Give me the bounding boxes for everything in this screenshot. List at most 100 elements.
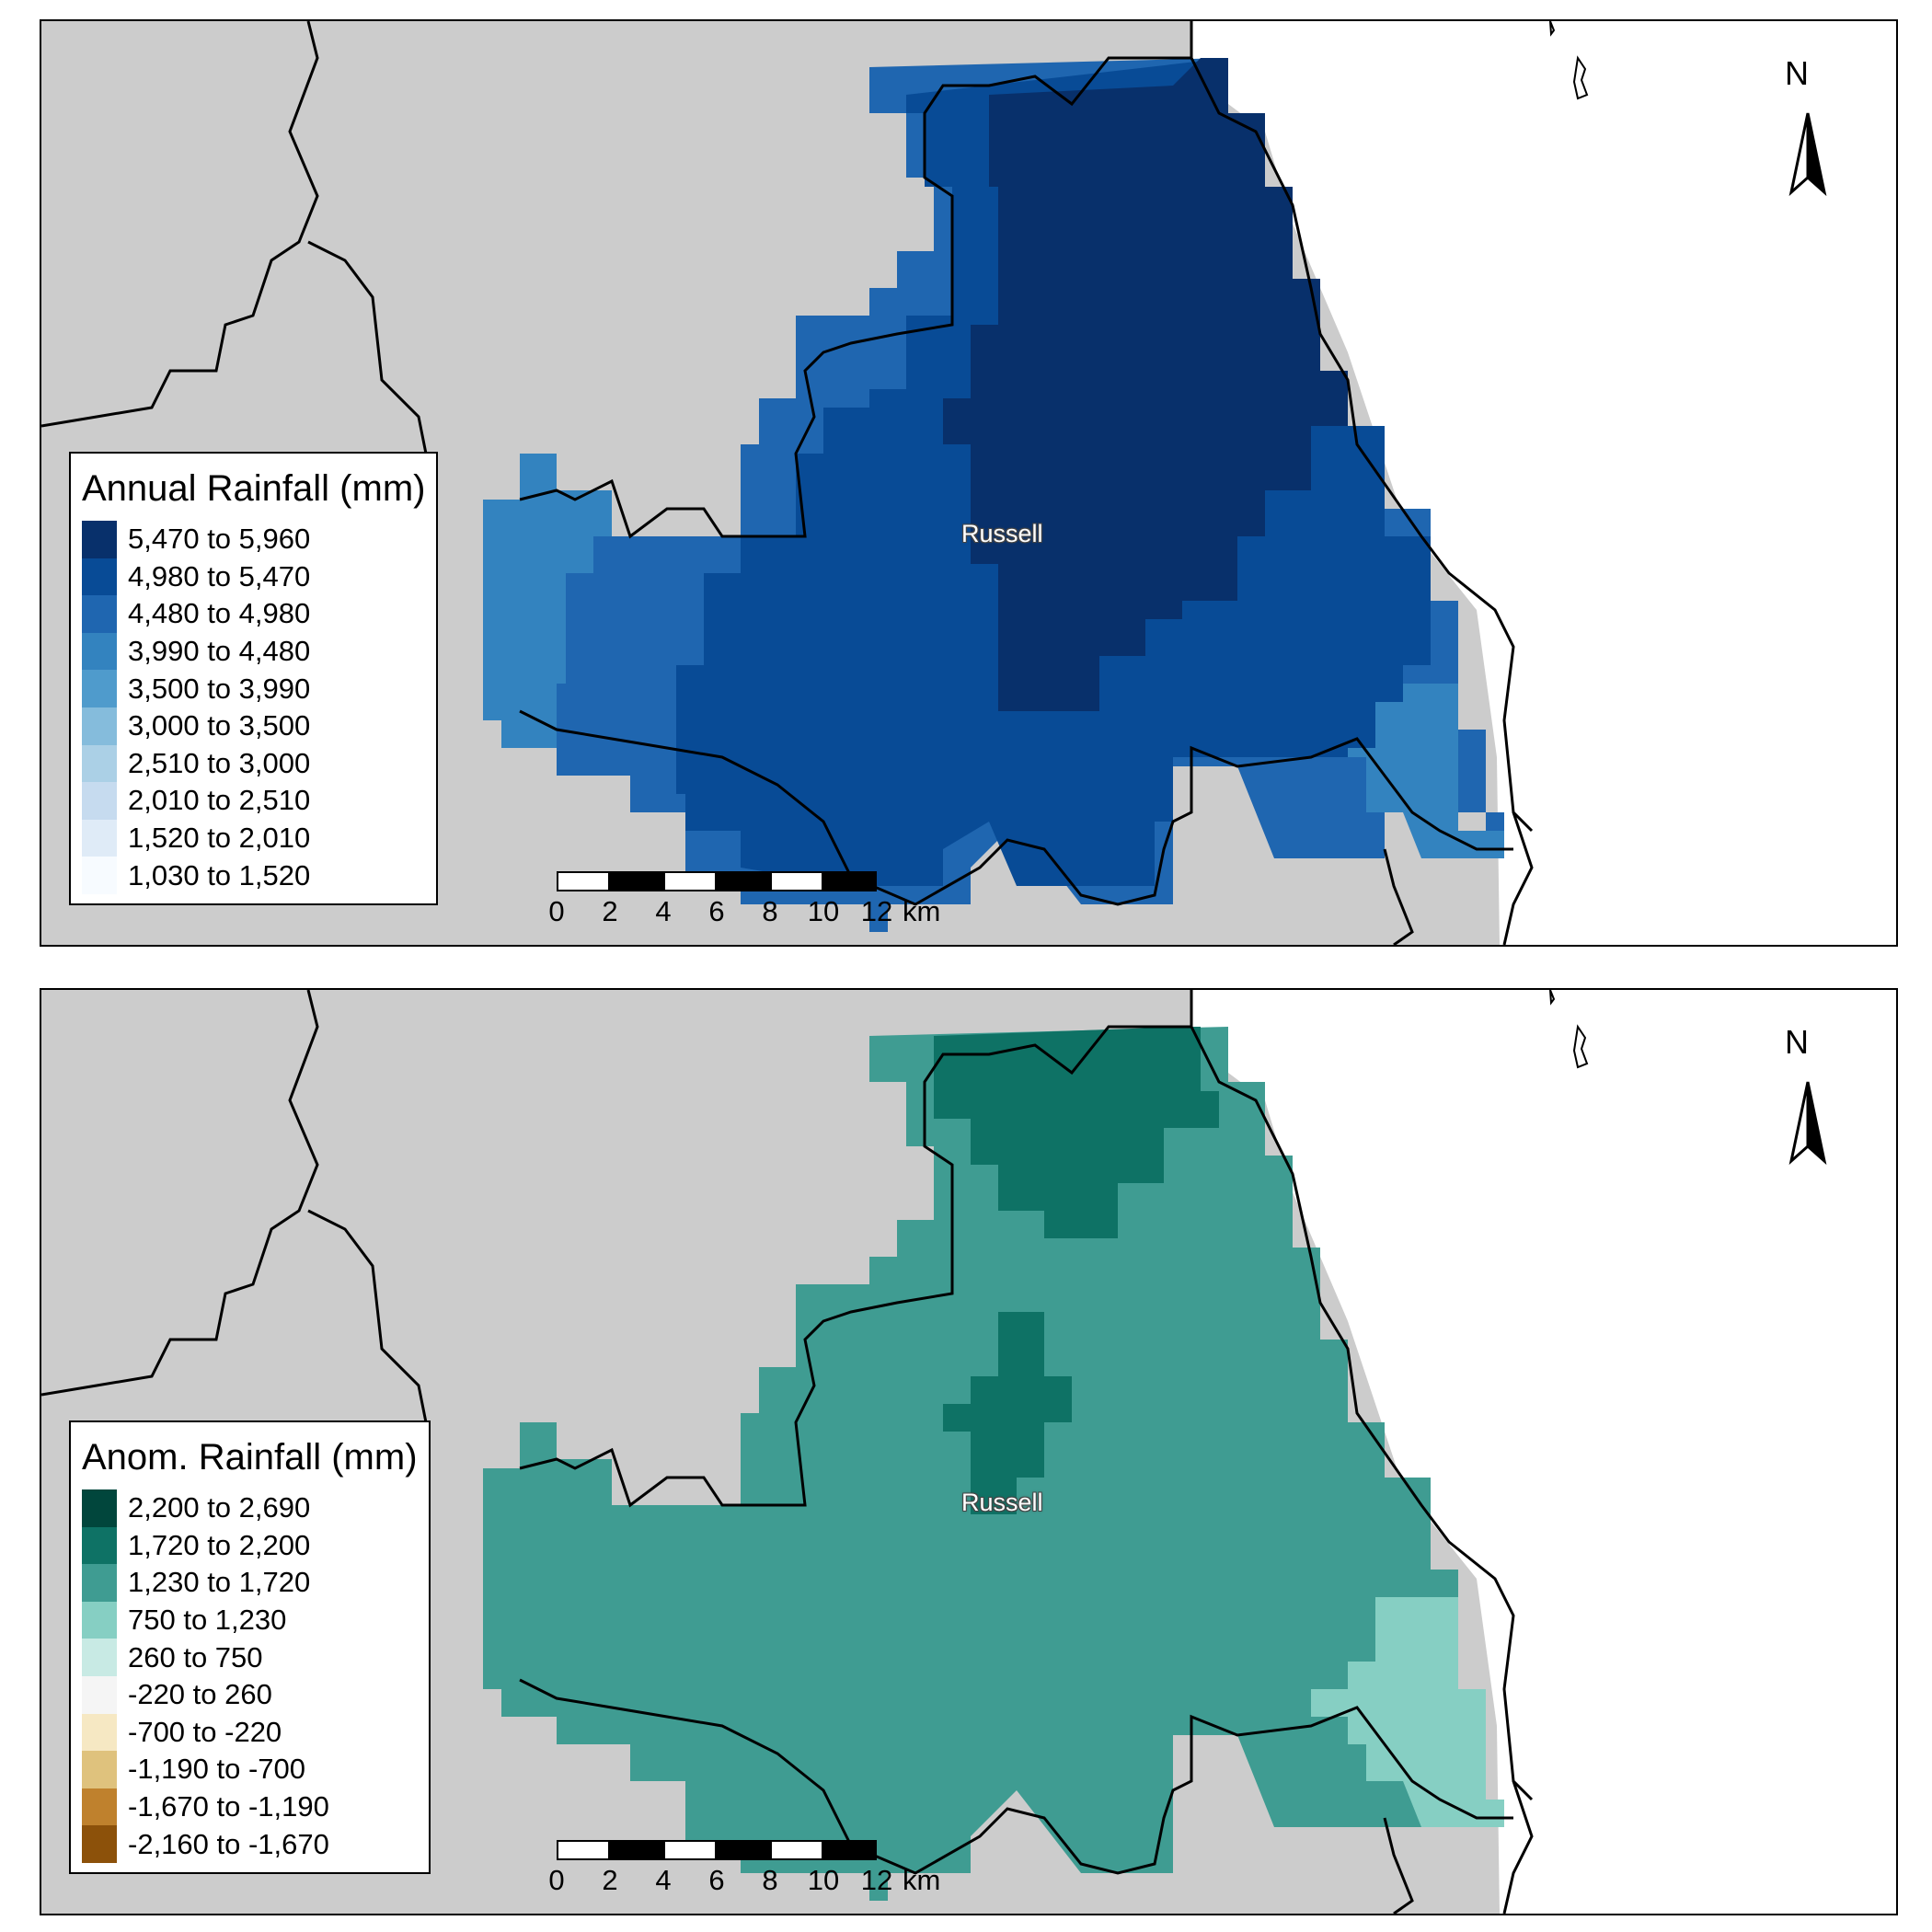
legend-swatch bbox=[82, 857, 117, 894]
scale-tick-label: 8 bbox=[762, 1864, 778, 1896]
legend: Annual Rainfall (mm) 5,470 to 5,960 4,98… bbox=[69, 452, 439, 905]
anomaly-rainfall-map: Anom. Rainfall (mm) 2,200 to 2,690 1,720… bbox=[40, 988, 1898, 1915]
legend-swatch bbox=[82, 819, 117, 857]
scale-tick-label: 12 bbox=[860, 895, 893, 927]
legend-label: -1,670 to -1,190 bbox=[128, 1790, 329, 1823]
legend-label: 1,230 to 1,720 bbox=[128, 1566, 311, 1599]
scale-segment bbox=[823, 1840, 877, 1860]
legend-swatch bbox=[82, 707, 117, 745]
north-indicator: N bbox=[1769, 54, 1824, 93]
scale-bar: 0 2 4 6 8 10 12 km bbox=[548, 871, 980, 936]
legend-swatch bbox=[82, 558, 117, 596]
scale-tick-label: 4 bbox=[655, 1864, 672, 1896]
legend-label: 4,480 to 4,980 bbox=[128, 597, 311, 630]
legend-label: 2,010 to 2,510 bbox=[128, 784, 311, 817]
legend-swatch bbox=[82, 1489, 117, 1527]
scale-segment bbox=[610, 1840, 663, 1860]
legend-label: 5,470 to 5,960 bbox=[128, 523, 311, 556]
scale-segment bbox=[663, 1840, 717, 1860]
legend-item: 3,990 to 4,480 bbox=[82, 632, 425, 671]
legend-label: 260 to 750 bbox=[128, 1640, 263, 1673]
legend: Anom. Rainfall (mm) 2,200 to 2,690 1,720… bbox=[69, 1420, 431, 1874]
scale-tick-label: 6 bbox=[708, 1864, 725, 1896]
scale-segment bbox=[717, 1840, 770, 1860]
legend-item: 2,010 to 2,510 bbox=[82, 782, 425, 820]
scale-segment bbox=[770, 1840, 823, 1860]
anomaly-zone-750 bbox=[1311, 1597, 1504, 1827]
legend-label: 2,200 to 2,690 bbox=[128, 1491, 311, 1524]
legend-title: Anom. Rainfall (mm) bbox=[82, 1437, 418, 1478]
scale-segment bbox=[663, 871, 717, 891]
scale-bar: 0 2 4 6 8 10 12 km bbox=[548, 1840, 980, 1904]
island bbox=[1549, 990, 1589, 1069]
scale-tick-label: 10 bbox=[807, 1864, 840, 1896]
scale-segment bbox=[610, 871, 663, 891]
north-arrow-icon bbox=[1788, 112, 1827, 197]
legend-label: 2,510 to 3,000 bbox=[128, 746, 311, 779]
legend-swatch bbox=[82, 1526, 117, 1565]
legend-item: 1,720 to 2,200 bbox=[82, 1526, 418, 1565]
legend-item: -700 to -220 bbox=[82, 1713, 418, 1752]
legend-label: 1,520 to 2,010 bbox=[128, 822, 311, 855]
scale-segment bbox=[557, 1840, 610, 1860]
scale-tick-label: 2 bbox=[602, 895, 618, 927]
district-boundaries bbox=[41, 21, 1534, 945]
district-boundaries bbox=[41, 990, 1534, 1914]
legend-item: 750 to 1,230 bbox=[82, 1601, 418, 1639]
scale-segment bbox=[717, 871, 770, 891]
legend-label: 4,980 to 5,470 bbox=[128, 559, 311, 592]
legend-item: -1,190 to -700 bbox=[82, 1751, 418, 1788]
legend-swatch bbox=[82, 1639, 117, 1676]
scale-tick-label: 4 bbox=[655, 895, 672, 927]
legend-item: -2,160 to -1,670 bbox=[82, 1825, 418, 1863]
scale-tick-label: 2 bbox=[602, 1864, 618, 1896]
legend-swatch bbox=[82, 1675, 117, 1714]
legend-title: Annual Rainfall (mm) bbox=[82, 468, 426, 509]
legend-label: -1,190 to -700 bbox=[128, 1753, 306, 1786]
legend-item: 3,500 to 3,990 bbox=[82, 670, 425, 707]
north-arrow-icon bbox=[1788, 1081, 1827, 1166]
legend-swatch bbox=[82, 1788, 117, 1826]
legend-label: 3,990 to 4,480 bbox=[128, 635, 311, 668]
scale-segment bbox=[823, 871, 877, 891]
scale-tick-label: 10 bbox=[807, 895, 840, 927]
island bbox=[1549, 21, 1589, 100]
rainfall-zone-5470 bbox=[943, 58, 1348, 711]
legend-swatch bbox=[82, 521, 117, 558]
legend-item: 5,470 to 5,960 bbox=[82, 521, 425, 558]
scale-segment bbox=[557, 871, 610, 891]
legend-item: 2,200 to 2,690 bbox=[82, 1489, 418, 1527]
legend-label: -2,160 to -1,670 bbox=[128, 1827, 329, 1860]
legend-swatch bbox=[82, 1564, 117, 1602]
scale-unit: km bbox=[903, 1864, 941, 1896]
annual-rainfall-map: Annual Rainfall (mm) 5,470 to 5,960 4,98… bbox=[40, 19, 1898, 947]
place-label: Russell bbox=[961, 1489, 1043, 1516]
legend-label: 1,030 to 1,520 bbox=[128, 858, 311, 891]
rainfall-zone-3990-east bbox=[1348, 684, 1504, 858]
anomaly-zone-1720-north bbox=[934, 1027, 1219, 1238]
north-letter: N bbox=[1785, 1023, 1809, 1061]
legend-swatch bbox=[82, 744, 117, 783]
legend-item: 1,520 to 2,010 bbox=[82, 819, 425, 857]
legend-item: 4,480 to 4,980 bbox=[82, 595, 425, 633]
legend-item: 1,230 to 1,720 bbox=[82, 1564, 418, 1602]
legend-label: 3,000 to 3,500 bbox=[128, 709, 311, 742]
scale-tick-label: 0 bbox=[548, 895, 565, 927]
legend-item: 1,030 to 1,520 bbox=[82, 857, 425, 894]
legend-swatch bbox=[82, 670, 117, 707]
legend-label: -700 to -220 bbox=[128, 1715, 282, 1748]
legend-item: 2,510 to 3,000 bbox=[82, 744, 425, 783]
north-indicator: N bbox=[1769, 1023, 1824, 1062]
legend-label: 3,500 to 3,990 bbox=[128, 672, 311, 705]
anomaly-zone-1720-centre bbox=[943, 1312, 1072, 1514]
legend-swatch bbox=[82, 595, 117, 633]
legend-item: 3,000 to 3,500 bbox=[82, 707, 425, 745]
north-letter: N bbox=[1785, 54, 1809, 92]
legend-swatch bbox=[82, 1601, 117, 1639]
legend-label: 750 to 1,230 bbox=[128, 1604, 287, 1637]
scale-tick-label: 0 bbox=[548, 1864, 565, 1896]
scale-tick-label: 8 bbox=[762, 895, 778, 927]
scale-tick-label: 12 bbox=[860, 1864, 893, 1896]
scale-tick-label: 6 bbox=[708, 895, 725, 927]
place-label: Russell bbox=[961, 520, 1043, 547]
